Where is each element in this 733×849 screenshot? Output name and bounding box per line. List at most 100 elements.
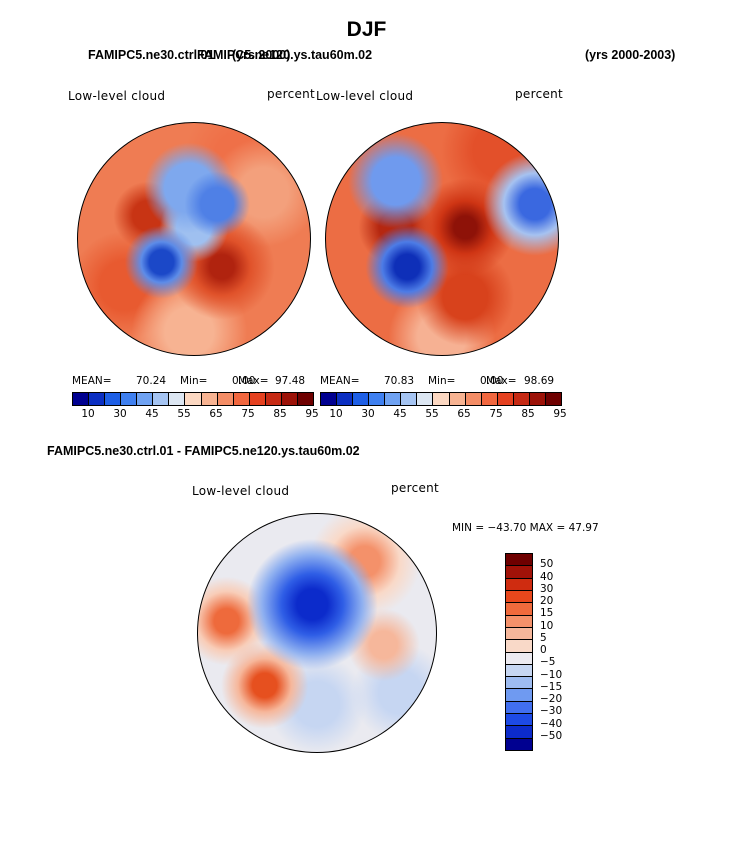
colorbar-cell	[433, 393, 450, 405]
panel1-min-label: Min=	[180, 375, 208, 387]
colorbar-tick-label: 20	[540, 595, 554, 607]
colorbar-cell	[249, 393, 266, 405]
colorbar-tick-label: 65	[457, 408, 471, 420]
colorbar-tick-label: 45	[393, 408, 407, 420]
colorbar-cell	[513, 393, 530, 405]
colorbar-cell	[321, 393, 338, 405]
colorbar-cell	[217, 393, 234, 405]
panel1-units: percent	[267, 87, 316, 101]
panel2-units: percent	[515, 87, 564, 101]
colorbar-cell	[89, 393, 106, 405]
colorbar-cell	[506, 677, 532, 690]
colorbar-tick-label: 10	[540, 619, 554, 632]
panel2-field-label: Low-level cloud	[316, 89, 414, 103]
colorbar-tick-label: 75	[489, 408, 503, 420]
panel2-mean-label: MEAN=	[320, 375, 360, 387]
colorbar-tick-label: 55	[425, 408, 439, 420]
colorbar-cell	[121, 393, 138, 405]
panel1-mean-label: MEAN=	[72, 375, 112, 387]
panel1-min-value: 0.00	[232, 375, 256, 387]
colorbar-cell	[137, 393, 154, 405]
colorbar-tick-label: −40	[540, 717, 563, 730]
colorbar-cell	[465, 393, 482, 405]
colorbar-cell	[506, 627, 532, 641]
panel1-max-label: Max=	[238, 375, 269, 387]
panel1-mean-value: 70.24	[136, 375, 167, 387]
colorbar-cell	[506, 603, 532, 616]
colorbar-cell	[506, 664, 532, 678]
panel1-colorbar	[72, 392, 314, 406]
colorbar-cell	[449, 393, 466, 405]
panel1-field-label: Low-level cloud	[68, 89, 166, 103]
panel1-polar-map	[77, 122, 311, 356]
colorbar-cell	[73, 393, 90, 405]
page-title: DJF	[346, 18, 387, 41]
colorbar-cell	[265, 393, 282, 405]
colorbar-cell	[545, 393, 561, 405]
colorbar-cell	[506, 554, 532, 567]
colorbar-tick-label: 75	[241, 408, 255, 420]
colorbar-tick-label: −15	[540, 680, 563, 693]
colorbar-cell	[153, 393, 170, 405]
colorbar-tick-label: 30	[540, 582, 554, 595]
colorbar-cell	[506, 590, 532, 604]
colorbar-tick-label: 95	[305, 408, 319, 420]
colorbar-tick-label: 15	[540, 607, 554, 620]
colorbar-cell	[506, 738, 532, 750]
colorbar-cell	[385, 393, 402, 405]
panel2-polar-map	[325, 122, 559, 356]
colorbar-cell	[497, 393, 514, 405]
colorbar-cell	[529, 393, 546, 405]
colorbar-cell	[185, 393, 202, 405]
panel2-mean-value: 70.83	[384, 375, 415, 387]
colorbar-tick-label: 85	[273, 408, 287, 420]
colorbar-cell	[281, 393, 298, 405]
colorbar-cell	[337, 393, 354, 405]
diff-minmax: MIN = −43.70 MAX = 47.97	[452, 522, 599, 534]
colorbar-cell	[506, 726, 532, 739]
colorbar-tick-label: 40	[540, 570, 554, 583]
diff-colorbar	[505, 553, 533, 751]
colorbar-cell	[169, 393, 186, 405]
colorbar-tick-label: 30	[361, 408, 375, 420]
colorbar-cell	[105, 393, 122, 405]
colorbar-tick-label: 50	[540, 558, 554, 571]
colorbar-cell	[506, 701, 532, 715]
colorbar-cell	[506, 652, 532, 665]
colorbar-cell	[506, 640, 532, 653]
colorbar-tick-label: 0	[540, 644, 547, 656]
colorbar-cell	[353, 393, 370, 405]
colorbar-tick-label: −50	[540, 729, 563, 742]
diff-field-label: Low-level cloud	[192, 484, 290, 498]
colorbar-cell	[506, 714, 532, 727]
colorbar-tick-label: −20	[540, 693, 563, 705]
colorbar-cell	[506, 615, 532, 628]
colorbar-tick-label: 95	[553, 408, 567, 420]
panel1-max-value: 97.48	[275, 375, 306, 387]
colorbar-tick-label: 5	[540, 631, 547, 644]
colorbar-tick-label: 55	[177, 408, 191, 420]
panel2-min-value: 0.00	[480, 375, 504, 387]
colorbar-tick-label: −30	[540, 705, 563, 718]
colorbar-cell	[233, 393, 250, 405]
colorbar-tick-label: −5	[540, 656, 556, 669]
panel2-colorbar	[320, 392, 562, 406]
panel1-years: (yrs 2000)	[232, 48, 291, 62]
colorbar-cell	[417, 393, 434, 405]
colorbar-cell	[401, 393, 418, 405]
colorbar-cell	[506, 689, 532, 702]
colorbar-tick-label: 10	[81, 408, 95, 420]
colorbar-cell	[201, 393, 218, 405]
colorbar-cell	[506, 566, 532, 579]
panel2-case: FAMIPC5.ne120.ys.tau60m.02	[197, 48, 373, 62]
colorbar-tick-label: 30	[113, 408, 127, 420]
colorbar-tick-label: 10	[329, 408, 343, 420]
colorbar-cell	[481, 393, 498, 405]
diff-title: FAMIPC5.ne30.ctrl.01 - FAMIPC5.ne120.ys.…	[47, 444, 360, 458]
colorbar-cell	[297, 393, 313, 405]
colorbar-tick-label: −10	[540, 668, 563, 681]
colorbar-tick-label: 45	[145, 408, 159, 420]
panel2-years: (yrs 2000-2003)	[585, 48, 676, 62]
diff-units: percent	[391, 481, 440, 495]
colorbar-tick-label: 85	[521, 408, 535, 420]
